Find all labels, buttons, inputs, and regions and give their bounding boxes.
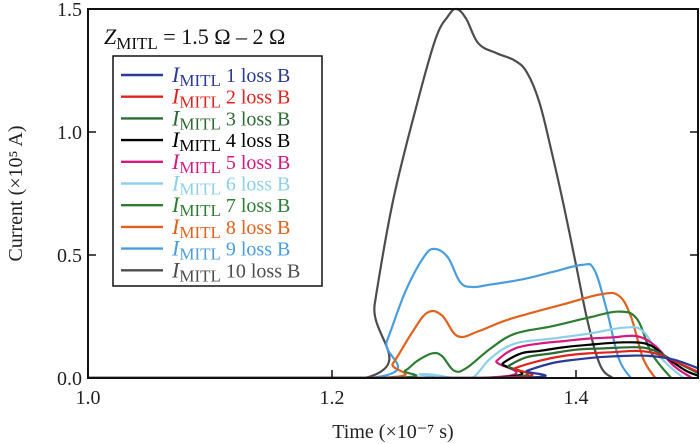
series-line-3 [88,346,698,378]
legend-label: IMITL 4 loss B [171,127,290,155]
series-line-5 [88,334,693,378]
y-tick-label: 1.5 [57,0,82,21]
legend-item-4: IMITL 4 loss B [121,127,290,155]
legend-label: IMITL 5 loss B [171,149,290,177]
y-tick-label: 1.0 [57,122,82,144]
annotation-sub: MITL [116,34,158,53]
legend-item-7: IMITL 7 loss B [121,192,290,220]
impedance-annotation: ZMITL = 1.5 Ω – 2 Ω [104,24,285,53]
series-line-1 [88,354,698,378]
x-tick-label: 1.4 [564,387,589,409]
annotation-text: = 1.5 Ω – 2 Ω [158,24,286,49]
legend-item-5: IMITL 5 loss B [121,149,290,177]
legend-label: IMITL 7 loss B [171,192,290,220]
legend-item-10: IMITL 10 loss B [121,257,300,285]
legend-label: IMITL 2 loss B [171,84,290,112]
plot-frame [87,8,699,379]
legend-item-3: IMITL 3 loss B [121,105,290,133]
legend-label: IMITL 6 loss B [171,171,290,199]
legend-label: IMITL 8 loss B [171,214,290,242]
series-line-2 [88,349,698,378]
series-line-8 [88,291,657,378]
ticks-layer: 1.0 1.2 1.4 0.0 0.5 1.0 1.5 [57,0,698,409]
legend-label: IMITL 1 loss B [171,62,290,90]
legend-label: IMITL 9 loss B [171,236,290,264]
y-tick-label: 0.5 [57,245,82,267]
legend-item-9: IMITL 9 loss B [121,236,290,264]
legend-item-6: IMITL 6 loss B [121,171,290,199]
series-line-10 [88,7,614,378]
series-line-7 [88,310,673,378]
x-tick-label: 1.0 [76,387,101,409]
y-axis-label: Current (×10⁵ A) [5,125,27,261]
legend-item-2: IMITL 2 loss B [121,84,290,112]
series-line-9 [88,247,632,378]
annotation-z: Z [104,24,117,49]
x-axis-label: Time (×10⁻⁷ s) [332,421,453,443]
legend-item-8: IMITL 8 loss B [121,214,290,242]
legend-label: IMITL 10 loss B [171,257,300,285]
legend-item-1: IMITL 1 loss B [121,62,290,90]
series-layer [88,7,698,378]
y-tick-label: 0.0 [57,368,82,390]
x-tick-label: 1.2 [320,387,345,409]
legend-label: IMITL 3 loss B [171,105,290,133]
